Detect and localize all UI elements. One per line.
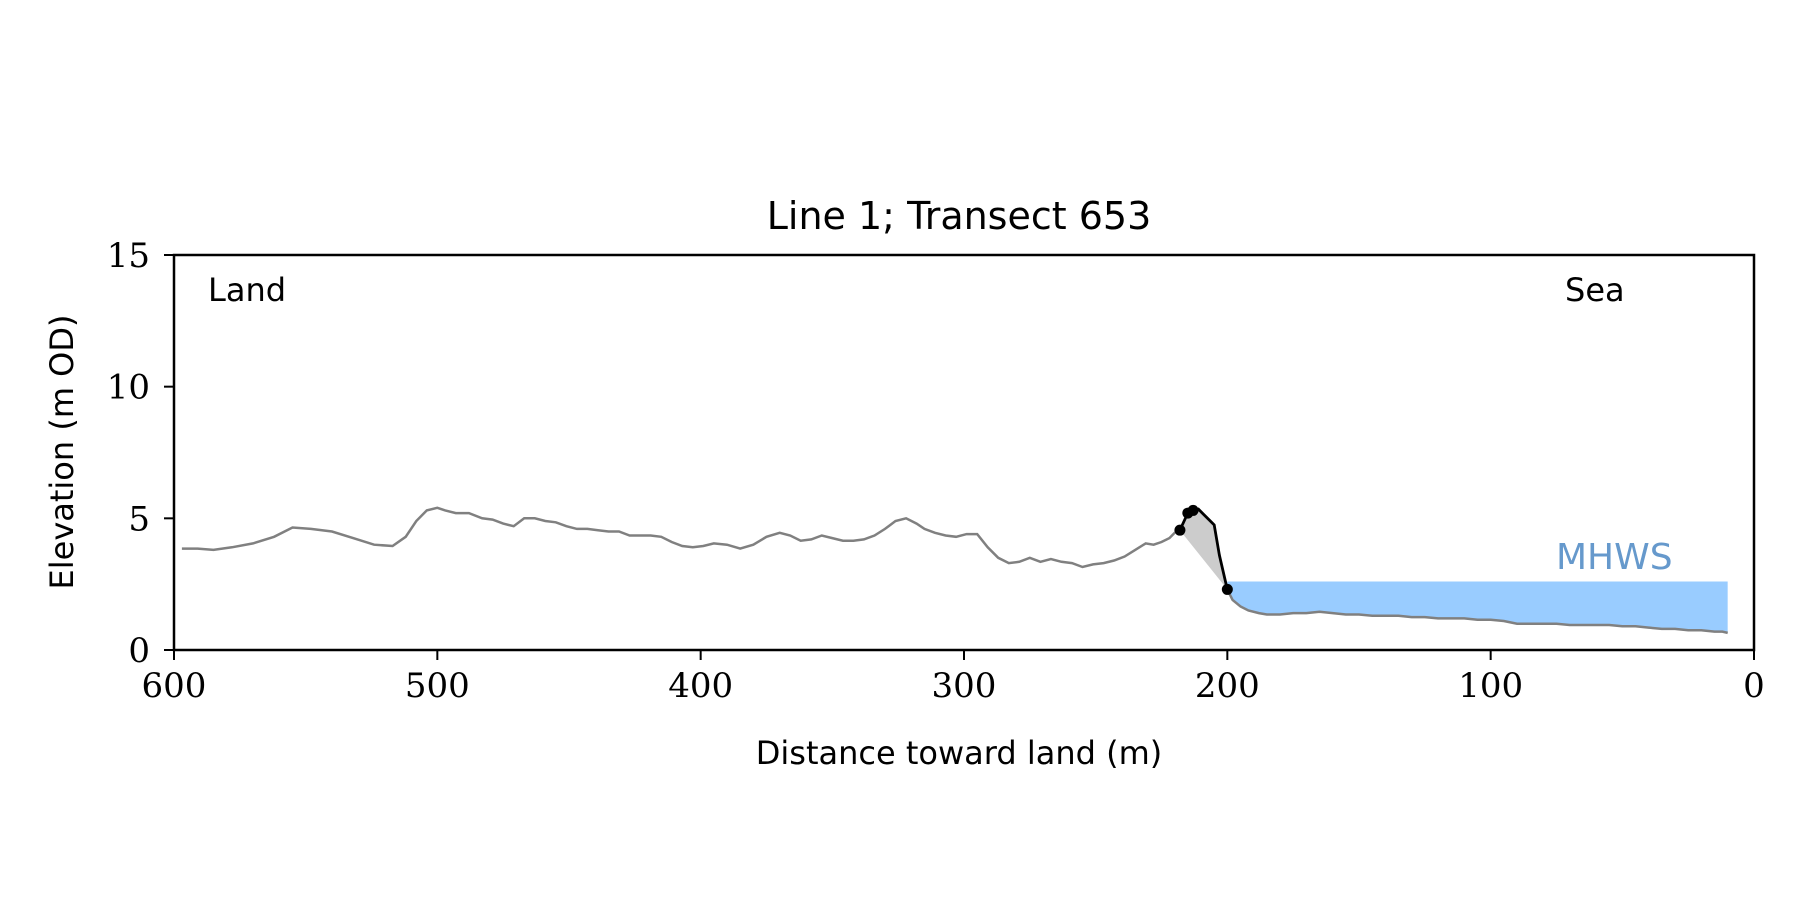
plot-area (181, 504, 1728, 635)
x-axis: 600 500 400 300 200 100 0 (142, 650, 1765, 706)
x-tick-label: 400 (668, 666, 733, 706)
profile-line-land (181, 506, 1181, 569)
y-tick-label: 15 (107, 236, 150, 276)
cliff-fill (1179, 509, 1228, 590)
mhws-water-band (1227, 581, 1728, 633)
x-tick-label: 0 (1743, 666, 1765, 706)
y-axis-label: Elevation (m OD) (43, 315, 81, 590)
y-tick-label: 5 (128, 499, 150, 539)
sea-annotation: Sea (1565, 271, 1625, 309)
y-tick-label: 10 (107, 368, 150, 408)
x-tick-label: 200 (1195, 666, 1260, 706)
profile-line-shore (1226, 588, 1728, 635)
y-axis: 0 5 10 15 (107, 236, 174, 671)
cliff-point (1221, 583, 1233, 595)
cliff-point (1174, 524, 1186, 536)
x-tick-label: 100 (1458, 666, 1523, 706)
x-tick-label: 600 (142, 666, 207, 706)
x-tick-label: 500 (405, 666, 470, 706)
cliff-point (1187, 504, 1199, 516)
chart-title: Line 1; Transect 653 (767, 194, 1152, 238)
mhws-label: MHWS (1556, 537, 1673, 578)
land-annotation: Land (208, 271, 286, 309)
x-axis-label: Distance toward land (m) (756, 734, 1162, 772)
x-tick-label: 300 (932, 666, 997, 706)
y-tick-label: 0 (128, 631, 150, 671)
